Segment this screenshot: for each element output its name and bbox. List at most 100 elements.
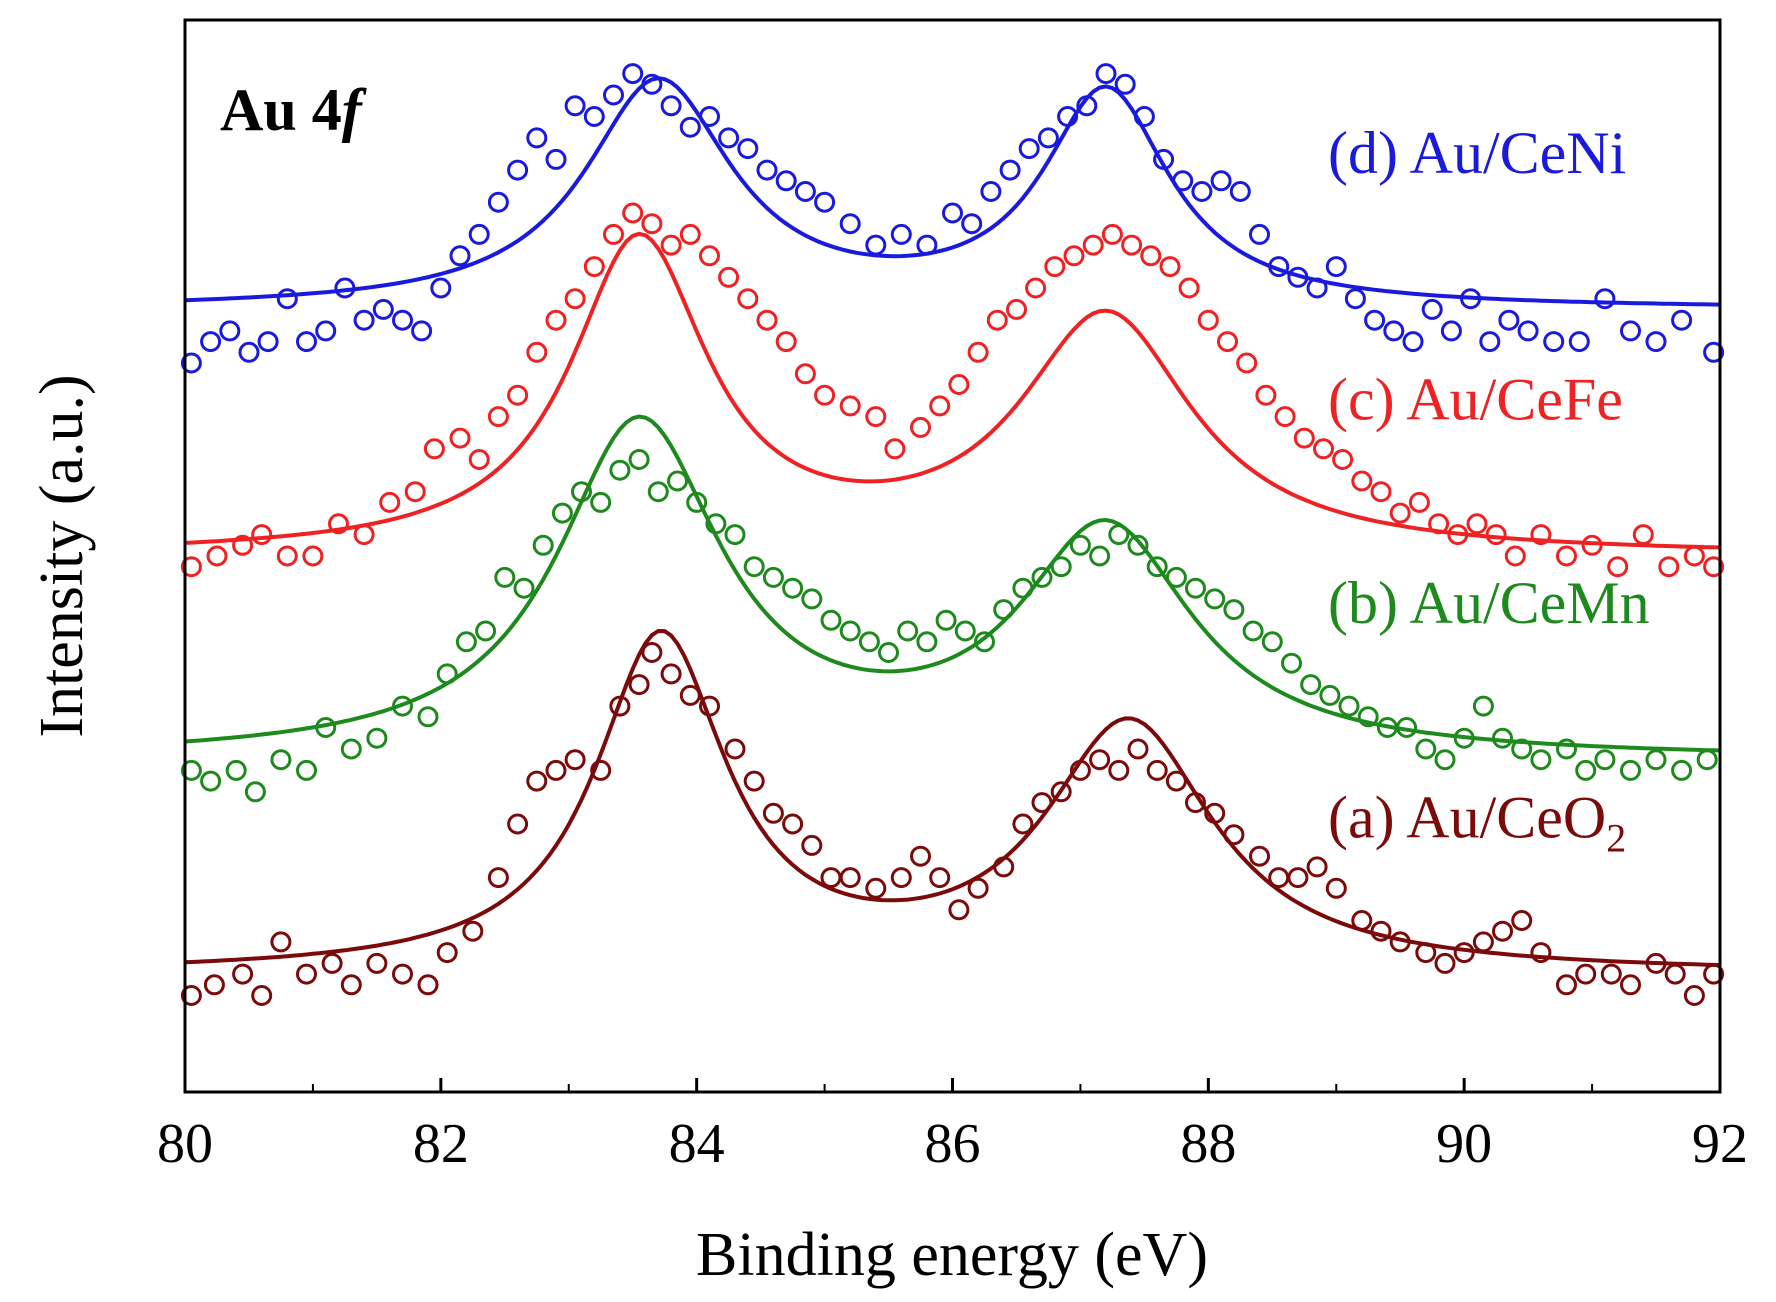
data-point: [865, 877, 887, 899]
data-point: [379, 491, 401, 513]
data-point: [718, 266, 740, 288]
data-point: [1556, 974, 1577, 996]
data-point: [257, 331, 279, 353]
data-point: [1133, 106, 1155, 127]
data-point: [513, 577, 535, 599]
data-point: [724, 738, 746, 760]
data-point: [782, 577, 804, 599]
data-point: [1191, 181, 1213, 202]
data-point: [1242, 620, 1264, 642]
data-point: [1178, 277, 1200, 299]
series-label: (a) Au/CeO2: [1328, 784, 1626, 860]
data-point: [1006, 298, 1027, 320]
data-point: [762, 566, 784, 588]
data-point: [1556, 738, 1577, 760]
data-point: [1012, 813, 1034, 835]
data-point: [180, 985, 202, 1006]
data-point: [814, 191, 836, 213]
data-point: [667, 470, 688, 492]
data-point: [641, 213, 663, 235]
data-point: [353, 309, 375, 331]
data-point: [1556, 545, 1577, 567]
data-point: [609, 459, 631, 481]
data-point: [1696, 749, 1718, 771]
data-point: [1210, 170, 1232, 192]
data-point: [1344, 288, 1366, 310]
data-point: [1306, 856, 1328, 878]
data-point: [270, 931, 292, 953]
data-point: [1159, 256, 1181, 278]
data-point: [1434, 749, 1456, 771]
data-point: [705, 513, 727, 535]
data-point: [820, 609, 842, 631]
data-point: [487, 867, 509, 889]
series-label-text: (d) Au/CeNi: [1328, 120, 1626, 186]
data-point: [1600, 963, 1622, 985]
data-point: [494, 566, 516, 588]
data-point: [660, 663, 682, 685]
data-point: [756, 309, 778, 331]
data-point: [865, 406, 887, 428]
data-point: [910, 416, 931, 438]
y-axis-title: Intensity (a.u.): [28, 374, 96, 737]
data-point: [1703, 963, 1725, 985]
series-label-text: (a) Au/CeO: [1328, 784, 1606, 850]
series-group: [180, 628, 1725, 1006]
data-point: [251, 524, 273, 546]
data-point: [244, 781, 266, 803]
data-point: [1594, 749, 1616, 771]
data-point: [603, 223, 624, 245]
data-point: [1434, 952, 1456, 974]
data-point: [526, 341, 548, 363]
data-point: [1197, 309, 1219, 331]
data-point: [200, 770, 222, 792]
data-point: [1428, 513, 1450, 535]
data-point: [993, 599, 1015, 621]
data-point: [1632, 524, 1654, 546]
data-point: [449, 245, 471, 267]
data-point: [411, 320, 433, 342]
data-point: [641, 73, 663, 95]
data-point: [545, 148, 567, 170]
data-point: [545, 759, 567, 781]
data-point: [775, 331, 797, 353]
data-point: [1492, 920, 1513, 942]
data-point: [1402, 331, 1424, 353]
data-point: [801, 588, 823, 610]
data-point: [206, 545, 228, 567]
data-point: [743, 770, 765, 792]
data-point: [1703, 556, 1725, 578]
data-point: [1671, 759, 1693, 781]
data-point: [392, 695, 413, 717]
data-point: [737, 288, 759, 310]
data-point: [1594, 288, 1616, 310]
data-point: [1217, 331, 1238, 353]
data-point: [1229, 181, 1251, 202]
series-label-subscript: 2: [1606, 815, 1626, 860]
data-point: [1472, 931, 1494, 953]
data-point: [372, 298, 394, 320]
data-point: [1076, 95, 1098, 117]
data-point: [1044, 256, 1066, 278]
data-point: [679, 116, 701, 138]
data-point: [1703, 341, 1725, 363]
data-point: [462, 920, 484, 942]
data-point: [660, 95, 682, 117]
data-point: [718, 127, 740, 149]
data-point: [417, 706, 439, 728]
data-point: [353, 524, 375, 546]
data-point: [743, 556, 765, 578]
data-point: [1568, 331, 1590, 353]
data-point: [1146, 556, 1168, 578]
data-point: [455, 631, 477, 653]
data-point: [1517, 320, 1539, 342]
x-tick-label: 88: [1180, 1113, 1236, 1175]
data-point: [238, 341, 260, 363]
data-point: [1069, 534, 1091, 556]
data-point: [1165, 566, 1187, 588]
data-point: [993, 856, 1015, 878]
data-point: [1383, 320, 1405, 342]
data-point: [1530, 942, 1552, 964]
data-point: [219, 320, 241, 342]
